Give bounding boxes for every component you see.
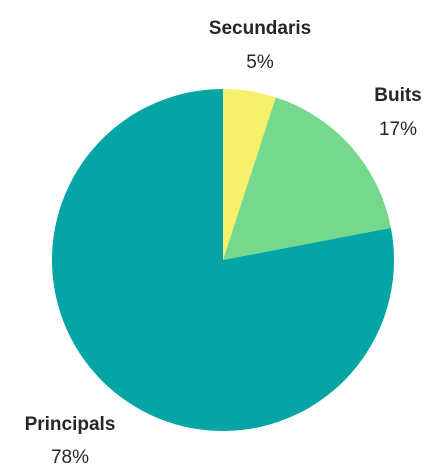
- pie-slice-principals: [51, 89, 394, 432]
- slice-label-secundaris: Secundaris: [209, 18, 311, 39]
- pie-labels: Secundaris 5% Buits 17% Principals 78%: [25, 18, 422, 466]
- slice-value-principals: 78%: [51, 447, 89, 466]
- slice-value-buits: 17%: [379, 119, 417, 140]
- pie-slices: [51, 89, 394, 432]
- slice-label-buits: Buits: [374, 85, 422, 106]
- pie-slice-secundaris: [223, 89, 276, 260]
- slice-label-principals: Principals: [25, 414, 116, 435]
- pie-slice-buits: [223, 97, 391, 261]
- slice-value-secundaris: 5%: [246, 52, 274, 73]
